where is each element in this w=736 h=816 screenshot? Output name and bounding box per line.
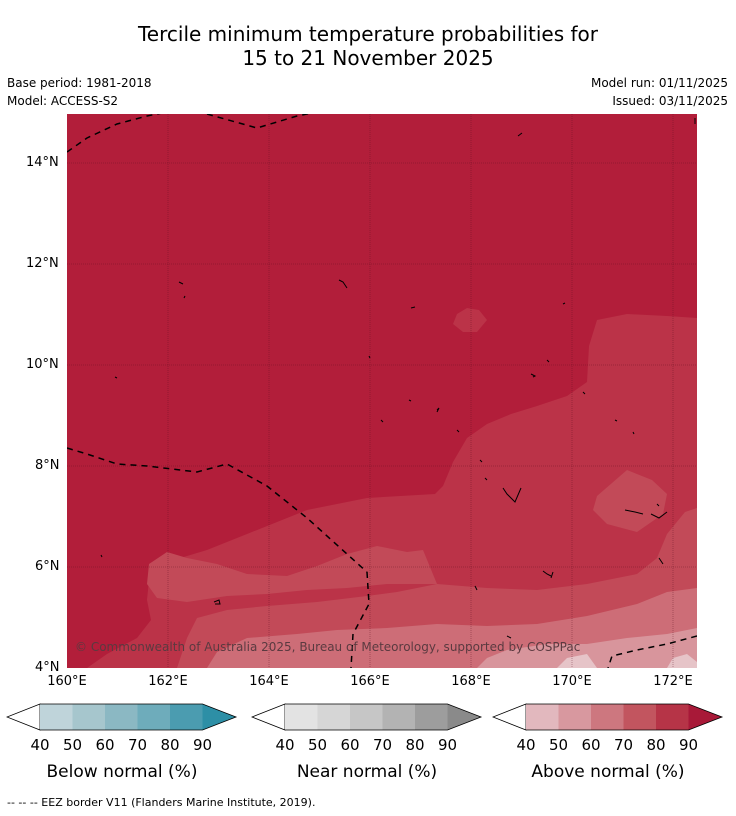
region-above-50 (477, 628, 697, 668)
issued-date: Issued: 03/11/2025 (612, 94, 728, 108)
colorbar-swatch (40, 704, 73, 730)
colorbar-swatch (558, 704, 591, 730)
cbar-near-tick-50: 50 (307, 736, 328, 754)
cbar-above-label: Above normal (%) (531, 762, 685, 782)
region-above-80-patch (453, 308, 487, 332)
lon-label-168e: 168°E (451, 674, 491, 689)
region-above-70-west (147, 546, 437, 602)
model-name: Model: ACCESS-S2 (7, 94, 119, 108)
colorbar-swatch (656, 704, 689, 730)
cbar-near-tick-40: 40 (275, 736, 295, 754)
cbar-near-label: Near normal (%) (296, 762, 438, 782)
cbar-near-tick-60: 60 (340, 736, 360, 754)
lon-label-164e: 164°E (249, 674, 289, 689)
meta-left: Base period: 1981-2018 Model: ACCESS-S2 (7, 74, 152, 110)
title-line-1: Tercile minimum temperature probabilitie… (137, 22, 599, 46)
map-graphic (67, 114, 697, 668)
eez-borders (67, 114, 697, 668)
colorbar-swatch (317, 704, 350, 730)
map-panel[interactable]: © Commonwealth of Australia 2025, Bureau… (67, 114, 697, 668)
colorbar-swatch (72, 704, 105, 730)
cbar-above-tick-50: 50 (548, 736, 569, 754)
lon-label-162e: 162°E (148, 674, 188, 689)
cbar-above-tick-60: 60 (581, 736, 601, 754)
lon-label-166e: 166°E (350, 674, 390, 689)
cbar-above-tick-40: 40 (516, 736, 536, 754)
cbar-below-tick-70: 70 (127, 736, 148, 754)
lat-label-6n: 6°N (35, 559, 60, 574)
colorbar-swatch (447, 704, 481, 730)
colorbar-above-graphic (492, 703, 724, 731)
cbar-near-tick-90: 90 (437, 736, 458, 754)
cbar-below-tick-50: 50 (62, 736, 83, 754)
colorbar-swatch (415, 704, 448, 730)
colorbar-swatch (202, 704, 236, 730)
lat-label-12n: 12°N (26, 256, 59, 271)
region-above-40-a (557, 654, 597, 668)
base-period: Base period: 1981-2018 (7, 76, 152, 90)
cbar-near-tick-80: 80 (405, 736, 425, 754)
colorbar-swatch (285, 704, 318, 730)
colorbar-swatch (591, 704, 624, 730)
cbar-below-label: Below normal (%) (46, 762, 198, 782)
eez-footnote: -- -- -- EEZ border V11 (Flanders Marine… (7, 796, 316, 809)
islands (100, 118, 696, 639)
cbar-near-tick-70: 70 (372, 736, 393, 754)
region-above-40-b (667, 654, 697, 668)
graticule (67, 114, 697, 668)
lat-label-10n: 10°N (26, 357, 59, 372)
cbar-above-tick-80: 80 (646, 736, 666, 754)
lat-label-8n: 8°N (35, 458, 60, 473)
copyright-notice: © Commonwealth of Australia 2025, Bureau… (75, 640, 581, 654)
cbar-above-tick-70: 70 (613, 736, 634, 754)
colorbar-swatch (688, 704, 722, 730)
colorbar-swatch (170, 704, 203, 730)
lon-label-170e: 170°E (552, 674, 592, 689)
map-title: Tercile minimum temperature probabilitie… (0, 22, 736, 70)
title-line-2: 15 to 21 November 2025 (242, 46, 494, 70)
region-above-70-patch (593, 470, 667, 532)
colorbar-swatch (526, 704, 559, 730)
colorbar-swatch (623, 704, 656, 730)
model-run: Model run: 01/11/2025 (590, 76, 728, 90)
colorbar-near-graphic (251, 703, 483, 731)
lon-label-160e: 160°E (47, 674, 87, 689)
cbar-above-tick-90: 90 (678, 736, 699, 754)
colorbar-swatch (382, 704, 415, 730)
colorbar-swatch (105, 704, 138, 730)
lon-label-172e: 172°E (653, 674, 693, 689)
colorbar-swatch (137, 704, 170, 730)
lat-label-4n: 4°N (35, 660, 60, 675)
cbar-below-tick-90: 90 (192, 736, 213, 754)
colorbar-swatch (350, 704, 383, 730)
cbar-below-tick-60: 60 (95, 736, 115, 754)
lat-label-14n: 14°N (26, 155, 59, 170)
cbar-below-tick-80: 80 (160, 736, 180, 754)
cbar-below-tick-40: 40 (30, 736, 50, 754)
colorbar-below-graphic (6, 703, 238, 731)
meta-right: Model run: 01/11/2025 Issued: 03/11/2025 (591, 74, 728, 110)
